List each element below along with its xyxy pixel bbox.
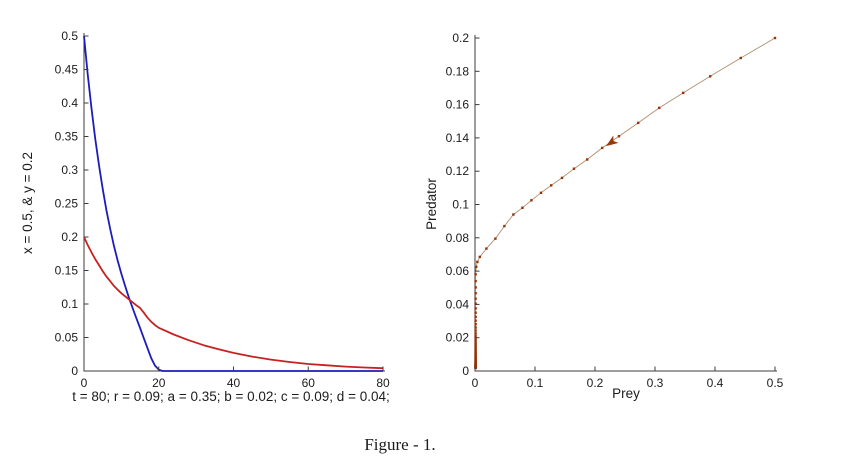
series-marker bbox=[474, 332, 477, 335]
series-marker bbox=[739, 56, 742, 60]
y-tick-label: 0 bbox=[462, 364, 469, 378]
y-tick-label: 0.04 bbox=[446, 297, 470, 311]
series-marker bbox=[478, 255, 481, 259]
y-tick-label: 0 bbox=[71, 364, 78, 378]
x-tick-label: 0.2 bbox=[587, 376, 604, 390]
series-marker bbox=[474, 329, 477, 332]
series-marker bbox=[474, 279, 477, 283]
series-marker bbox=[474, 341, 477, 345]
y-tick-label: 0.35 bbox=[55, 130, 79, 144]
y-tick-label: 0.2 bbox=[452, 31, 469, 45]
series-marker bbox=[474, 348, 477, 352]
y-tick-label: 0.18 bbox=[446, 64, 470, 78]
series-marker bbox=[586, 158, 589, 161]
series-marker bbox=[475, 265, 478, 269]
series-marker bbox=[474, 302, 477, 305]
series-marker bbox=[682, 91, 685, 95]
series-marker bbox=[474, 337, 477, 340]
figure-caption: Figure - 1. bbox=[364, 435, 435, 454]
series-marker bbox=[658, 106, 661, 110]
x-tick-label: 20 bbox=[152, 376, 166, 390]
x-tick-label: 40 bbox=[227, 376, 241, 390]
y-tick-label: 0.1 bbox=[61, 297, 78, 311]
y-tick-label: 0.06 bbox=[446, 264, 470, 278]
phase-ylabel: Predator bbox=[424, 178, 439, 230]
y-tick-label: 0.25 bbox=[55, 197, 79, 211]
series-marker bbox=[474, 273, 477, 276]
time-series-ylabel: x = 0.5, & y = 0.2 bbox=[20, 152, 35, 254]
series-marker bbox=[709, 75, 712, 78]
y-tick-label: 0.05 bbox=[55, 331, 79, 345]
x-tick-label: 0.4 bbox=[707, 376, 724, 390]
series-marker bbox=[560, 176, 564, 180]
series-marker bbox=[485, 247, 488, 250]
series-marker bbox=[521, 206, 524, 209]
series-marker bbox=[617, 135, 621, 138]
y-tick-label: 0.15 bbox=[55, 264, 79, 278]
y-tick-label: 0.14 bbox=[446, 131, 470, 145]
series-marker bbox=[474, 350, 477, 353]
x-tick-label: 0.1 bbox=[527, 376, 544, 390]
y-tick-label: 0.16 bbox=[446, 98, 470, 112]
series-marker bbox=[474, 339, 477, 342]
axis-line bbox=[83, 33, 385, 372]
series-marker bbox=[474, 307, 477, 310]
y-tick-label: 0.3 bbox=[61, 163, 78, 177]
y-tick-label: 0.2 bbox=[61, 230, 78, 244]
series-line bbox=[83, 236, 384, 370]
series-line bbox=[475, 37, 776, 369]
y-tick-label: 0.12 bbox=[446, 164, 470, 178]
series-marker bbox=[637, 121, 640, 125]
series-marker bbox=[474, 343, 477, 347]
series-marker bbox=[539, 191, 543, 194]
series-marker bbox=[474, 345, 477, 348]
series-marker bbox=[494, 237, 497, 240]
series-marker bbox=[474, 366, 477, 370]
series-marker bbox=[550, 184, 553, 187]
series-marker bbox=[503, 224, 506, 228]
x-tick-label: 80 bbox=[376, 376, 390, 390]
y-tick-label: 0.4 bbox=[61, 96, 78, 110]
x-tick-label: 60 bbox=[302, 376, 316, 390]
y-tick-label: 0.45 bbox=[55, 63, 79, 77]
series-marker bbox=[572, 167, 576, 170]
x-tick-label: 0.3 bbox=[647, 376, 664, 390]
axis-line bbox=[474, 35, 777, 372]
x-tick-label: 0 bbox=[472, 376, 479, 390]
series-marker bbox=[474, 326, 477, 329]
y-tick-label: 0.1 bbox=[452, 198, 469, 212]
series-marker bbox=[474, 319, 477, 322]
series-marker bbox=[474, 286, 477, 289]
series-marker bbox=[474, 323, 477, 326]
y-tick-label: 0.02 bbox=[446, 331, 470, 345]
series-marker bbox=[474, 347, 477, 350]
series-marker bbox=[601, 146, 604, 150]
phase-xlabel: Prey bbox=[612, 386, 640, 401]
series-marker bbox=[474, 334, 477, 338]
time-series-plot: 0 20 40 60 80 0 0.05 0.1 0.15 0.2 0.25 0.3 0.35 0.4 0.… bbox=[55, 29, 390, 390]
x-tick-label: 0 bbox=[81, 376, 88, 390]
series-marker bbox=[530, 199, 533, 202]
series-marker bbox=[773, 36, 777, 40]
series-marker bbox=[474, 292, 477, 295]
y-tick-label: 0.5 bbox=[61, 29, 78, 43]
time-series-xlabel: t = 80; r = 0.09; a = 0.35; b = 0.02; c … bbox=[72, 389, 389, 404]
series-marker bbox=[474, 315, 477, 319]
series-marker bbox=[474, 311, 477, 314]
x-tick-label: 0.5 bbox=[767, 376, 784, 390]
phase-plot: 0 0.1 0.2 0.3 0.4 0.5 0 0.02 0.04 0.06 0.08 0.1 0.12… bbox=[446, 31, 784, 390]
series-marker bbox=[476, 260, 479, 264]
series-line bbox=[83, 35, 383, 372]
y-tick-label: 0.08 bbox=[446, 231, 470, 245]
trajectory-arrow-icon bbox=[606, 135, 619, 147]
series-marker bbox=[512, 213, 515, 216]
series-marker bbox=[474, 297, 477, 300]
